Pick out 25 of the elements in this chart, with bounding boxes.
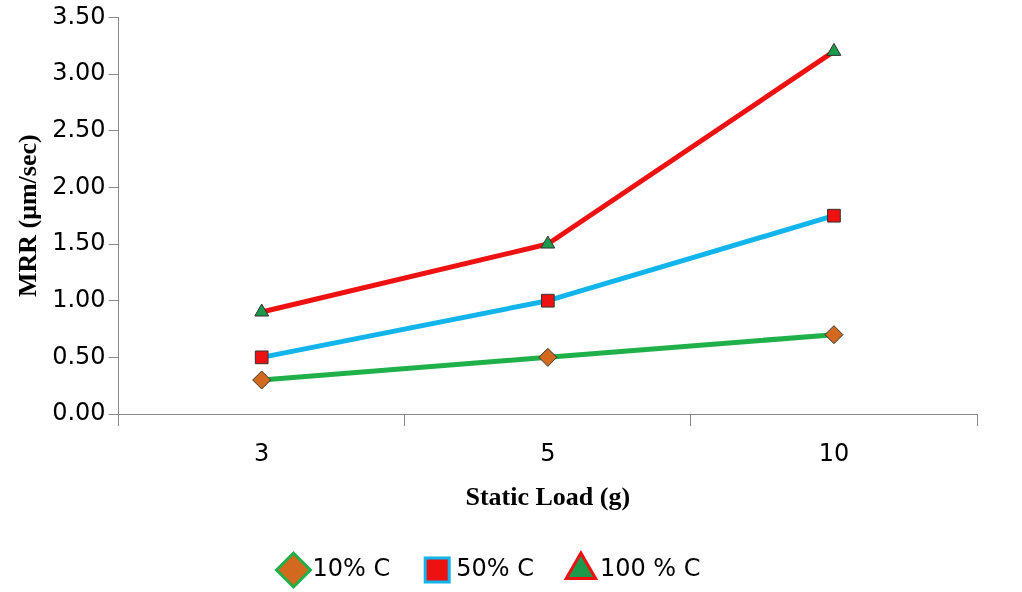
y-tick-label: 1.00 bbox=[52, 284, 106, 313]
legend-label: 50% C bbox=[456, 554, 534, 583]
y-tick-label: 3.00 bbox=[52, 58, 106, 87]
point bbox=[824, 325, 844, 345]
y-tick-label: 1.50 bbox=[52, 228, 106, 257]
legend-label: 10% C bbox=[312, 554, 391, 583]
x-axis-title: Static Load (g) bbox=[465, 482, 631, 512]
point bbox=[254, 303, 270, 317]
y-tick-label: 2.00 bbox=[52, 171, 106, 200]
point bbox=[540, 235, 556, 249]
point bbox=[826, 42, 842, 56]
y-tick-label: 0.00 bbox=[52, 398, 106, 427]
legend-label: 100 % C bbox=[599, 554, 701, 583]
y-tick-label: 0.50 bbox=[52, 341, 106, 370]
y-axis-title: MRR (μm/sec) bbox=[13, 134, 43, 298]
point bbox=[254, 350, 269, 365]
point bbox=[540, 293, 555, 308]
x-tick-label: 5 bbox=[540, 438, 556, 467]
y-tick-label: 3.50 bbox=[52, 1, 106, 30]
point bbox=[827, 208, 841, 223]
point bbox=[252, 370, 272, 390]
y-tick-label: 2.50 bbox=[52, 114, 106, 143]
x-tick-label: 10 bbox=[818, 438, 850, 467]
x-tick-label: 3 bbox=[254, 438, 270, 467]
point bbox=[538, 347, 558, 367]
